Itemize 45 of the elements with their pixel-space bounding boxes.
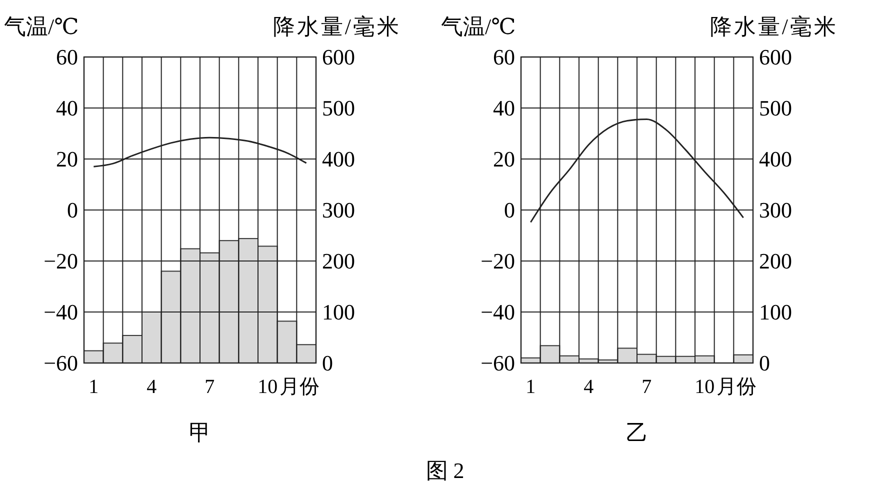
y-axis-title: 气温/℃ [441,14,516,39]
y2-tick-label: 400 [759,146,792,172]
y2-tick-label: 200 [759,248,792,274]
y2-tick-label: 300 [759,198,792,223]
y-tick-label: 40 [56,96,78,121]
y-tick-label: −40 [44,300,78,325]
y2-tick-label: 0 [759,350,770,376]
y-tick-label: 20 [493,146,515,172]
x-tick-label: 4 [584,376,594,398]
x-axis-title: 月份 [280,376,320,398]
y2-axis-title: 降水量/毫米 [272,14,401,39]
x-tick-label: 10 [258,376,278,398]
x-tick-label: 4 [146,376,157,398]
y2-axis-title: 降水量/毫米 [710,14,838,39]
y-axis-title: 气温/℃ [4,14,79,39]
y2-tick-label: 200 [322,248,355,274]
y-tick-label: 40 [493,96,515,121]
caption: 图 2 [426,458,464,483]
y-tick-label: 60 [56,44,78,70]
x-tick-label: 1 [88,376,99,398]
x-tick-label: 7 [642,376,652,398]
y2-tick-label: 600 [322,44,355,70]
y-tick-label: −40 [480,300,515,325]
y-tick-label: 60 [493,44,515,70]
x-axis-title: 月份 [716,376,757,398]
y-tick-label: −60 [480,350,515,376]
x-tick-label: 10 [694,376,715,398]
y2-tick-label: 100 [322,300,355,325]
y2-tick-label: 500 [322,96,355,121]
y2-tick-label: 100 [759,300,792,325]
y-tick-label: 20 [56,146,78,172]
y-tick-label: −20 [44,248,78,274]
text: 乙 [626,420,648,445]
y-tick-label: −20 [480,248,515,274]
x-tick-label: 1 [526,376,536,398]
y2-tick-label: 0 [322,350,333,376]
y-tick-label: −60 [44,350,78,376]
y2-tick-label: 500 [759,96,792,121]
x-tick-label: 7 [204,376,215,398]
y-tick-label: 0 [504,198,515,223]
text: 甲 [189,420,211,445]
y-tick-label: 0 [67,198,78,223]
y2-tick-label: 600 [759,44,792,70]
y2-tick-label: 400 [322,146,355,172]
y2-tick-label: 300 [322,198,355,223]
